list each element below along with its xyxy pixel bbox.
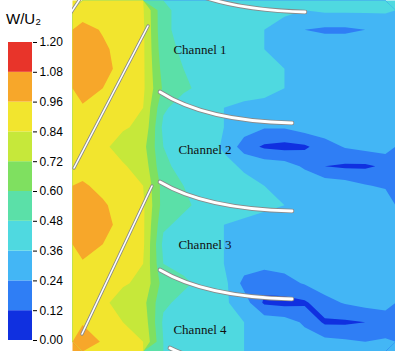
- svg-text:0.00: 0.00: [40, 333, 64, 347]
- svg-text:0.96: 0.96: [40, 95, 64, 109]
- svg-text:0.12: 0.12: [40, 304, 64, 318]
- svg-text:0.84: 0.84: [40, 125, 64, 139]
- svg-text:0.60: 0.60: [40, 184, 64, 198]
- svg-text:0.36: 0.36: [40, 244, 64, 258]
- svg-text:Channel 3: Channel 3: [178, 237, 231, 252]
- svg-text:Channel 1: Channel 1: [173, 42, 226, 57]
- svg-text:1.20: 1.20: [40, 35, 64, 49]
- svg-text:0.72: 0.72: [40, 155, 64, 169]
- svg-text:0.48: 0.48: [40, 214, 64, 228]
- svg-text:0.24: 0.24: [40, 274, 64, 288]
- html-text:W/U₂: W/U₂: [6, 10, 41, 27]
- svg-text:Channel 4: Channel 4: [173, 322, 227, 337]
- svg-text:Channel 2: Channel 2: [178, 142, 231, 157]
- svg-text:1.08: 1.08: [40, 65, 64, 79]
